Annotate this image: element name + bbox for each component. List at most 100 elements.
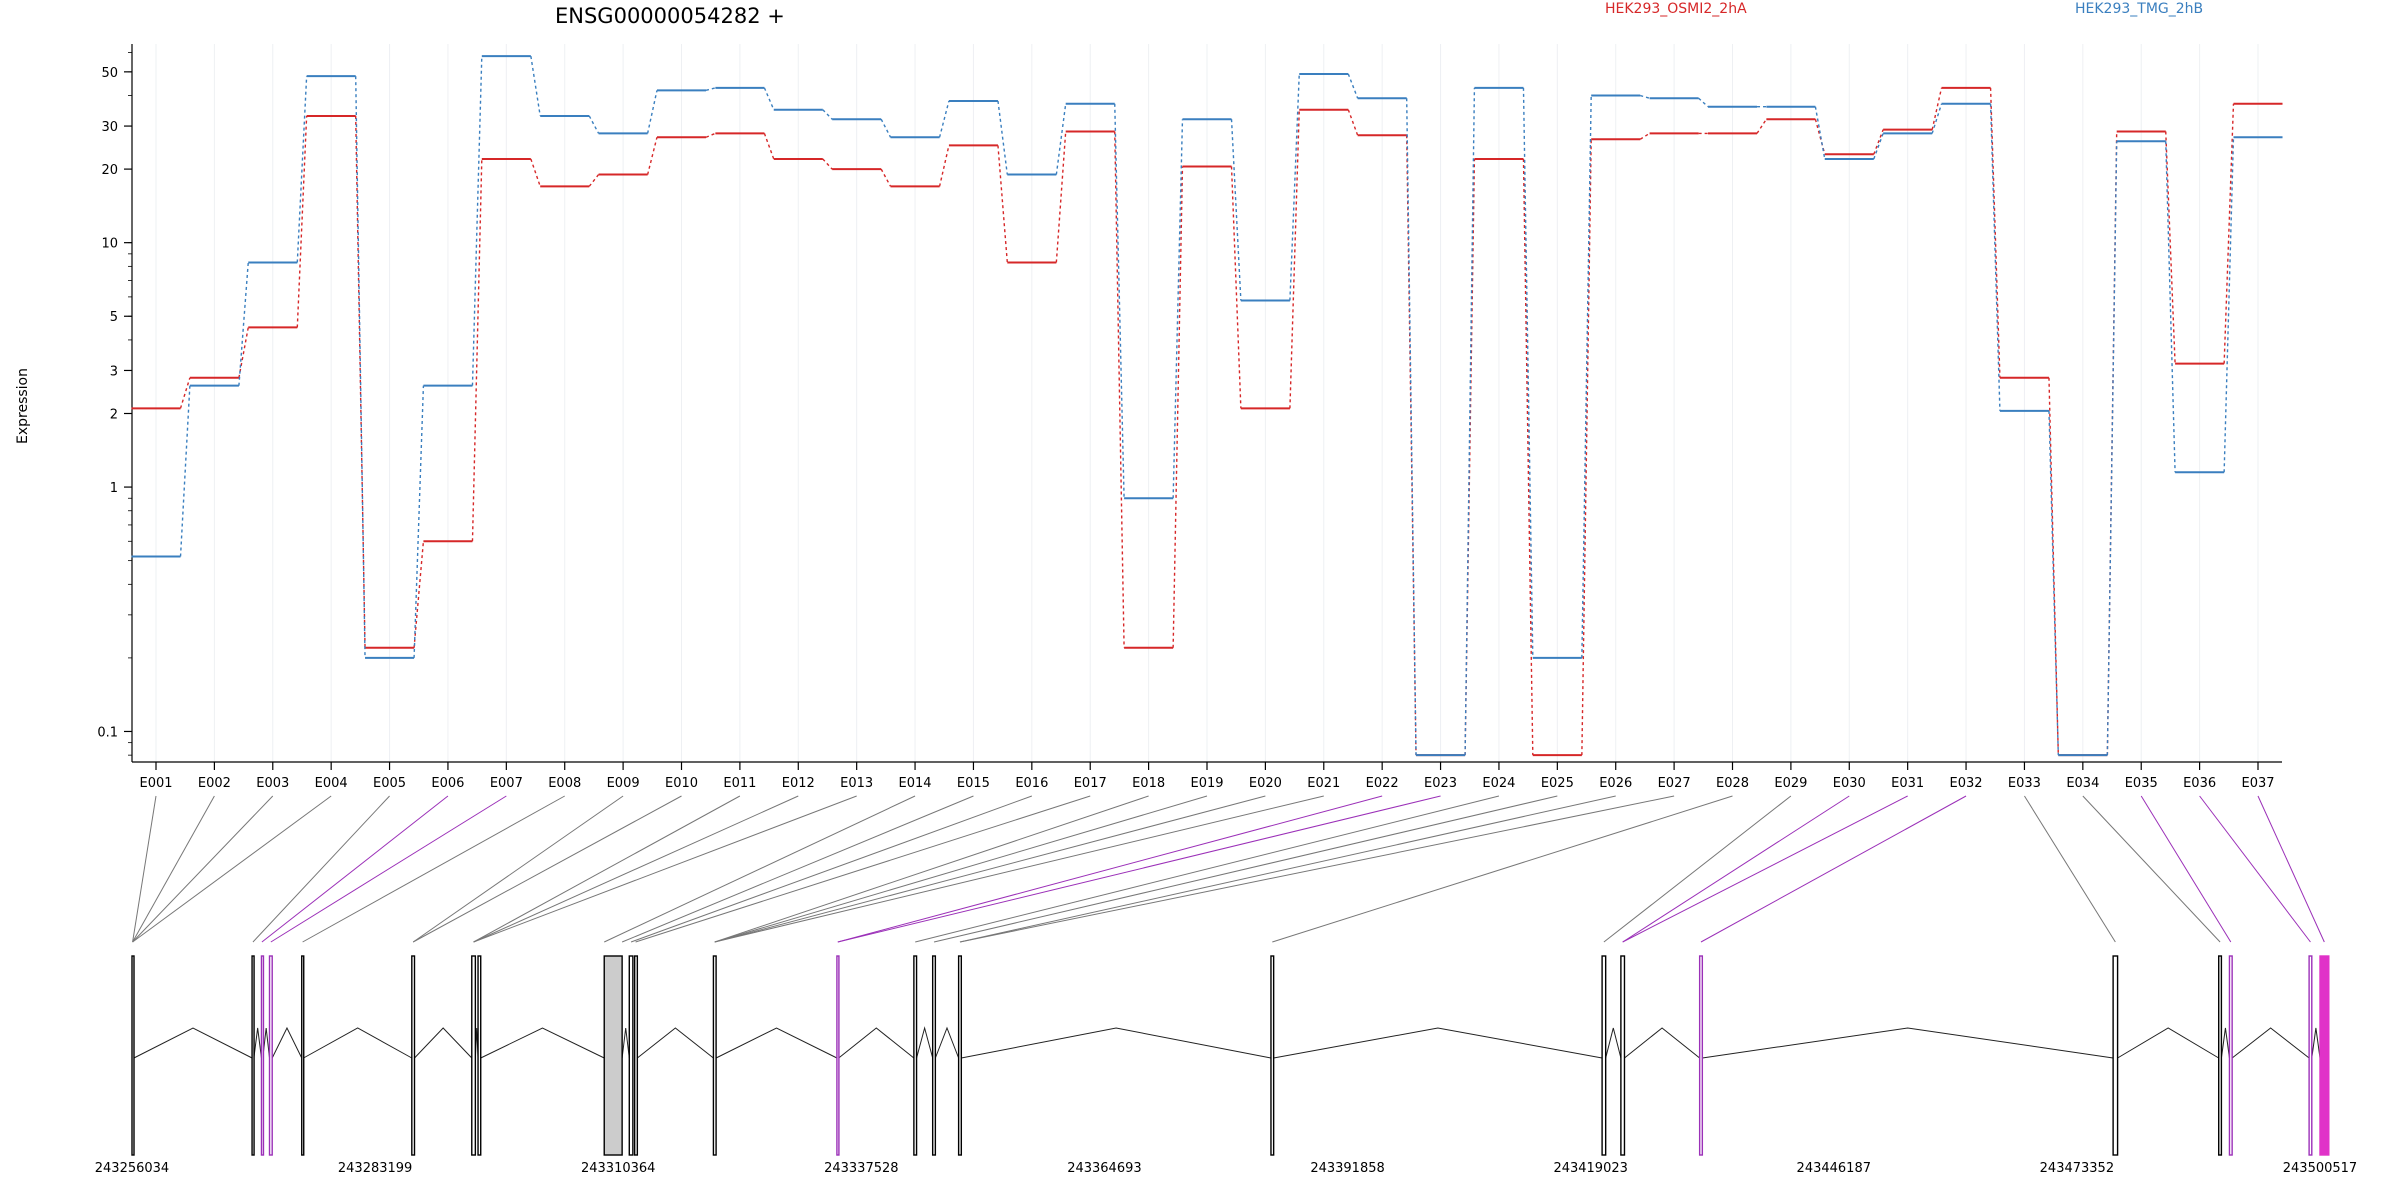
x-tick-label: E035 — [2125, 776, 2158, 791]
series-2-connector — [179, 385, 191, 557]
legend-entry-tmg: HEK293_TMG_2hB — [2075, 1, 2203, 17]
intron — [253, 1027, 262, 1059]
exon-link — [1700, 795, 1967, 943]
series-1-connector — [1055, 131, 1067, 263]
series-1-connector — [2223, 103, 2235, 364]
series-1-connector — [1289, 109, 1300, 409]
exon-link — [473, 795, 741, 943]
exon-box — [2112, 955, 2119, 1156]
series-1-connector — [646, 137, 658, 175]
series-1-connector — [179, 377, 191, 409]
series-layer — [131, 55, 2283, 757]
intron — [961, 1027, 1272, 1059]
y-axis-label: Expression — [15, 368, 31, 444]
intron — [2117, 1027, 2219, 1059]
intron — [1605, 1027, 1622, 1059]
intron — [1273, 1027, 1603, 1059]
intron — [934, 1026, 960, 1059]
genomic-coordinate-label: 243500517 — [2283, 1161, 2357, 1176]
series-1-connector — [1873, 129, 1884, 155]
exon-box — [712, 955, 717, 1156]
exon-box — [2319, 955, 2330, 1156]
series-2-connector — [997, 100, 1009, 175]
exon-link — [1622, 795, 1908, 943]
exon-box — [477, 955, 482, 1156]
series-2-connector — [1581, 95, 1592, 658]
y-tick-label: 0.1 — [97, 725, 118, 740]
x-tick-label: E005 — [373, 776, 406, 791]
exon-box — [628, 955, 634, 1156]
series-1-connector — [1581, 139, 1592, 756]
exon-link — [412, 795, 682, 943]
x-tick-label: E028 — [1716, 776, 1749, 791]
genomic-coordinate-label: 243364693 — [1067, 1161, 1141, 1176]
series-2-connector — [1230, 119, 1242, 301]
series-1-connector — [1114, 131, 1125, 648]
exon-link — [473, 795, 799, 943]
exon-box — [1601, 955, 1607, 1156]
x-tick-label: E002 — [198, 776, 231, 791]
intron — [414, 1027, 473, 1059]
exon-link — [837, 795, 1383, 943]
y-tick-label: 2 — [110, 407, 118, 422]
exon-box — [260, 955, 265, 1156]
genomic-coordinate-label: 243283199 — [338, 1161, 412, 1176]
exon-link — [630, 795, 1033, 943]
exon-link — [959, 795, 1675, 943]
series-2-connector — [1347, 73, 1359, 99]
genomic-coordinate-label: 243419023 — [1553, 1161, 1627, 1176]
intron — [303, 1027, 413, 1059]
exon-link — [302, 795, 565, 943]
exon-link — [604, 795, 916, 943]
exon-link — [132, 795, 274, 943]
exon-link — [132, 795, 157, 943]
x-tick-label: E026 — [1599, 776, 1632, 791]
exon-box — [2308, 955, 2313, 1156]
x-tick-label: E006 — [431, 776, 464, 791]
x-tick-label: E013 — [840, 776, 873, 791]
exon-link — [1603, 795, 1792, 943]
series-2-connector — [2223, 137, 2235, 473]
x-tick-label: E021 — [1307, 776, 1340, 791]
series-1-connector — [997, 145, 1009, 263]
series-1-connector — [763, 133, 775, 160]
intron — [1702, 1027, 2114, 1059]
gene-model-layer: 243256034 243283199 243310364 243337528 2433… — [95, 955, 2357, 1176]
exon-link — [2140, 795, 2232, 943]
series-1-connector — [2165, 131, 2176, 364]
x-tick-label: E033 — [2008, 776, 2041, 791]
genomic-coordinate-label: 243391858 — [1310, 1161, 1384, 1176]
x-tick-label: E024 — [1482, 776, 1515, 791]
exon-link — [2024, 795, 2116, 943]
grid-layer — [155, 44, 2259, 762]
series-1-connector — [705, 132, 716, 138]
exon-box — [957, 955, 963, 1156]
exon-link — [621, 795, 974, 943]
exon-link — [933, 795, 1558, 943]
x-tick-label: E018 — [1132, 776, 1165, 791]
intron — [2311, 1027, 2321, 1059]
genomic-coordinate-label: 243310364 — [581, 1161, 655, 1176]
x-tick-label: E008 — [548, 776, 581, 791]
x-tick-label: E011 — [723, 776, 756, 791]
series-2-connector — [588, 115, 600, 134]
exon-link-layer — [132, 795, 2325, 943]
y-tick-label: 30 — [101, 120, 118, 135]
x-tick-label: E015 — [957, 776, 990, 791]
series-1-connector — [880, 168, 892, 187]
x-tick-label: E029 — [1774, 776, 1807, 791]
exon-box — [411, 955, 416, 1156]
intron — [271, 1026, 303, 1059]
intron — [480, 1027, 605, 1059]
genomic-coordinate-label: 243256034 — [95, 1161, 169, 1176]
y-tick-label: 20 — [101, 163, 118, 178]
series-1-connector — [1639, 132, 1650, 140]
x-tick-label: E030 — [1833, 776, 1866, 791]
x-tick-label: E032 — [1950, 776, 1983, 791]
intron — [715, 1027, 838, 1059]
exon-box — [1620, 955, 1626, 1156]
x-tick-label: E010 — [665, 776, 698, 791]
series-2-connector — [1931, 103, 1943, 134]
exon-link — [1622, 795, 1850, 943]
